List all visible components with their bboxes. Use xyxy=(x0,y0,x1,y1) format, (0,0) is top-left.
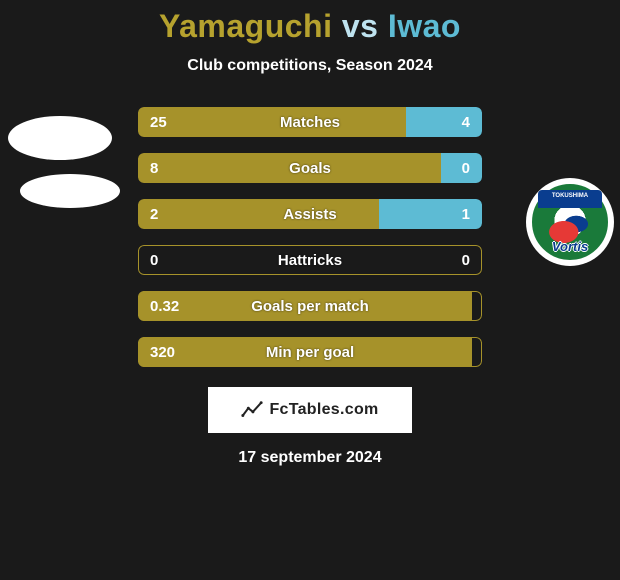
crest-banner: TOKUSHIMA xyxy=(538,190,602,208)
comparison-card: Yamaguchi vs Iwao Club competitions, Sea… xyxy=(0,0,620,467)
team-logo-left-1 xyxy=(8,116,112,160)
stat-row: 320Min per goal xyxy=(138,337,482,367)
stat-row: 254Matches xyxy=(138,107,482,137)
subtitle: Club competitions, Season 2024 xyxy=(187,57,432,75)
stat-row: 00Hattricks xyxy=(138,245,482,275)
source-watermark: FcTables.com xyxy=(208,387,412,433)
stat-row: 21Assists xyxy=(138,199,482,229)
stat-label: Goals xyxy=(138,153,482,183)
stat-row: 0.32Goals per match xyxy=(138,291,482,321)
watermark-text: FcTables.com xyxy=(269,401,378,419)
crest-icon: TOKUSHIMA Vortis xyxy=(532,184,608,260)
chart-line-icon xyxy=(241,399,263,421)
player-left-name: Yamaguchi xyxy=(159,8,332,44)
stat-label: Min per goal xyxy=(138,337,482,367)
stat-bars: 254Matches 80Goals 21Assists 00Hattricks 0.3… xyxy=(138,107,482,367)
stat-label: Assists xyxy=(138,199,482,229)
stat-label: Goals per match xyxy=(138,291,482,321)
team-logo-left-2 xyxy=(20,174,120,208)
stat-label: Hattricks xyxy=(138,245,482,275)
player-right-name: Iwao xyxy=(388,8,461,44)
crest-name: Vortis xyxy=(532,239,608,254)
title-vs: vs xyxy=(342,8,379,44)
stat-row: 80Goals xyxy=(138,153,482,183)
date-stamp: 17 september 2024 xyxy=(238,449,381,467)
stat-label: Matches xyxy=(138,107,482,137)
team-logo-right: TOKUSHIMA Vortis xyxy=(526,178,614,266)
page-title: Yamaguchi vs Iwao xyxy=(159,8,461,45)
